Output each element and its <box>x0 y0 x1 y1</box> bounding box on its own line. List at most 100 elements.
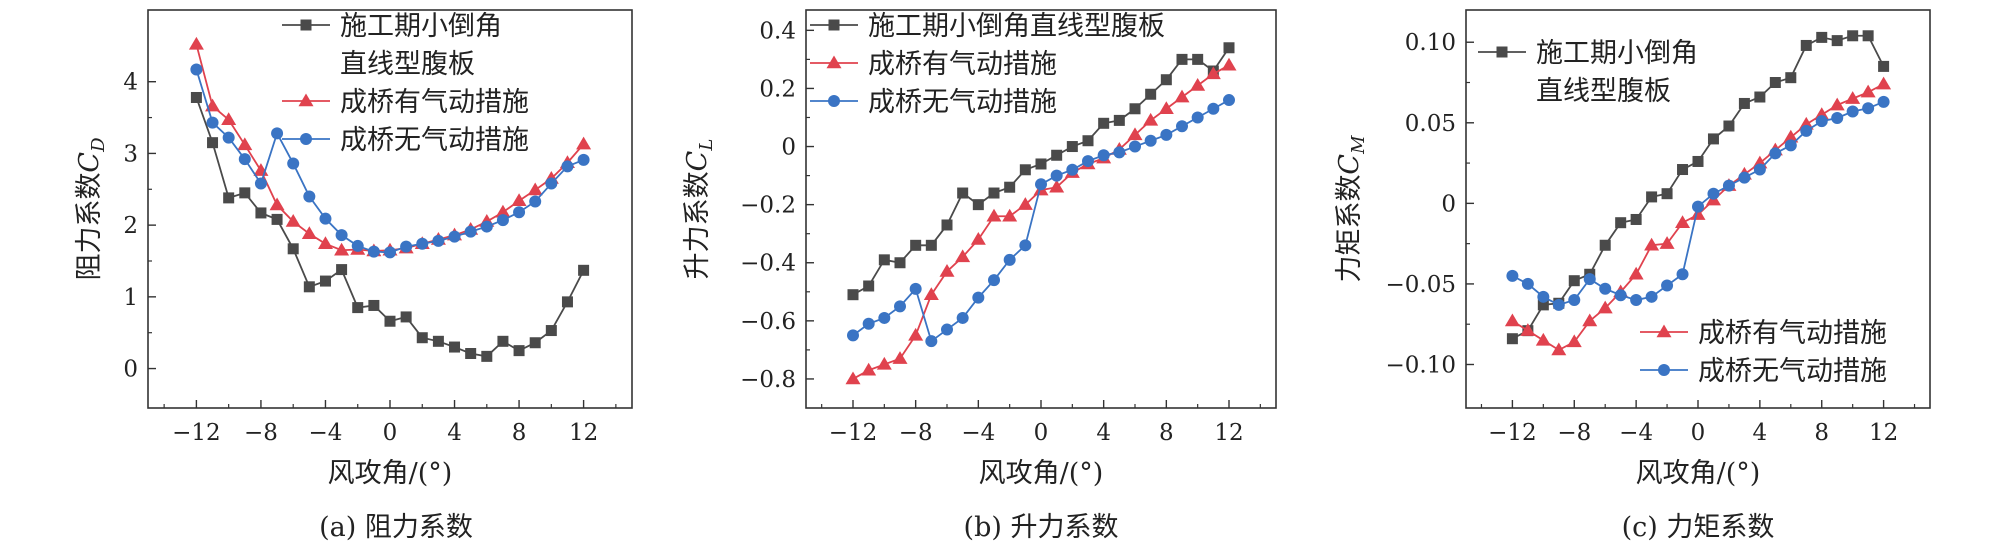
data-point-construction <box>1769 77 1781 89</box>
data-point-construction <box>1082 135 1094 147</box>
data-point-construction <box>352 302 364 314</box>
y-tick-label: 0 <box>781 135 796 161</box>
data-point-without_measures <box>577 153 590 166</box>
data-point-without_measures <box>1050 169 1063 182</box>
data-point-construction <box>1878 60 1890 72</box>
y-tick-label: −0.4 <box>740 251 796 277</box>
data-point-construction <box>287 243 299 255</box>
data-point-without_measures <box>1676 268 1689 281</box>
y-axis-title: 力矩系数CM <box>1334 135 1369 283</box>
legend-label-construction: 施工期小倒角直线型腹板 <box>868 11 1165 42</box>
x-tick-label: 4 <box>447 420 462 446</box>
y-tick-label: −0.2 <box>740 193 796 219</box>
data-point-with_measures <box>301 226 317 239</box>
data-point-without_measures <box>1815 115 1828 128</box>
data-point-without_measures <box>1082 155 1094 168</box>
y-tick-label: 0.05 <box>1405 111 1456 137</box>
data-point-construction <box>1098 117 1110 129</box>
data-point-without_measures <box>1692 200 1704 213</box>
data-point-with_measures <box>845 371 861 385</box>
y-tick-label: 4 <box>123 70 138 96</box>
data-point-construction <box>384 315 396 327</box>
y-axis-title-subscript: M <box>1348 135 1369 155</box>
data-point-with_measures <box>970 232 986 245</box>
data-point-construction <box>847 289 859 301</box>
moment-coefficient-panel: (c) 力矩系数 −12 −8 −4 0 4 8 12 −0.10 −0.05 0 0.05 0.10… <box>1334 9 1931 543</box>
legend-label-with_measures: 成桥有气动措施 <box>1698 318 1887 349</box>
data-point-with_measures <box>1783 129 1799 143</box>
data-point-construction <box>1630 213 1642 225</box>
x-axis-title: 风攻角/(°) <box>979 458 1104 489</box>
y-tick-label: −0.6 <box>740 309 796 335</box>
data-point-construction <box>1816 31 1828 43</box>
data-point-with_measures <box>285 214 301 227</box>
data-point-without_measures <box>1113 146 1126 159</box>
data-point-with_measures <box>955 249 971 263</box>
x-tick-label: −12 <box>172 420 221 446</box>
data-point-without_measures <box>1630 294 1643 307</box>
data-point-without_measures <box>1144 134 1157 147</box>
series-line-construction <box>852 47 1230 296</box>
data-point-with_measures <box>939 263 955 277</box>
x-tick-label: 12 <box>1869 420 1898 446</box>
data-point-without_measures <box>367 245 380 258</box>
data-point-without_measures <box>862 317 875 330</box>
panel-caption-c: (c) 力矩系数 <box>1622 512 1775 543</box>
data-point-construction <box>1019 164 1031 176</box>
y-axis-title-text: 力矩系数 <box>1334 175 1365 283</box>
data-point-without_measures <box>432 234 445 247</box>
data-point-construction <box>271 213 283 225</box>
data-point-without_measures <box>351 239 364 252</box>
data-point-construction <box>1661 188 1673 200</box>
data-point-with_measures <box>188 36 204 50</box>
y-axis-title: 阻力系数CD <box>74 137 109 281</box>
data-point-construction <box>497 335 509 347</box>
data-point-with_measures <box>1049 179 1065 193</box>
data-point-with_measures <box>876 356 892 370</box>
data-point-with_measures <box>1551 342 1567 356</box>
x-tick-label: −8 <box>899 420 933 446</box>
data-point-construction <box>416 332 428 344</box>
data-point-without_measures <box>1800 124 1813 137</box>
data-point-with_measures <box>1860 84 1876 98</box>
data-point-with_measures <box>237 137 253 151</box>
y-axis-title-symbol: C <box>682 150 713 171</box>
data-point-construction <box>1738 97 1750 109</box>
data-point-without_measures <box>909 282 922 295</box>
x-axis-title: 风攻角/(°) <box>328 458 453 489</box>
data-point-construction <box>1754 91 1766 103</box>
data-point-construction <box>1847 30 1859 42</box>
data-point-construction <box>1599 239 1611 251</box>
data-point-construction <box>1862 30 1874 42</box>
data-point-with_measures <box>511 193 527 207</box>
y-tick-label: 0.10 <box>1405 30 1456 56</box>
legend-label-construction: 施工期小倒角 <box>340 11 502 42</box>
x-tick-label: 0 <box>1691 420 1706 446</box>
x-tick-label: −8 <box>1557 420 1591 446</box>
data-point-without_measures <box>496 214 509 227</box>
data-point-without_measures <box>222 131 235 144</box>
data-point-construction <box>1800 39 1812 51</box>
data-point-construction <box>1066 141 1078 153</box>
x-tick-label: −4 <box>1619 420 1653 446</box>
data-point-without_measures <box>1846 105 1859 118</box>
data-point-without_measures <box>319 212 332 225</box>
data-point-with_measures <box>908 327 924 341</box>
data-point-construction <box>1035 158 1047 170</box>
data-point-with_measures <box>1566 334 1582 348</box>
data-point-with_measures <box>892 351 908 364</box>
data-point-construction <box>1785 72 1797 84</box>
legend-marker-construction <box>1496 46 1508 58</box>
data-point-construction <box>1831 35 1843 47</box>
data-point-with_measures <box>1597 300 1613 314</box>
data-point-without_measures <box>1097 149 1110 162</box>
data-point-construction <box>190 91 202 103</box>
x-tick-label: 8 <box>1159 420 1174 446</box>
data-point-without_measures <box>941 323 953 336</box>
data-point-construction <box>1051 149 1063 161</box>
data-point-without_measures <box>1176 120 1188 133</box>
legend-marker-without_measures <box>300 133 312 145</box>
data-point-construction <box>878 254 890 266</box>
data-point-construction <box>1677 164 1689 176</box>
